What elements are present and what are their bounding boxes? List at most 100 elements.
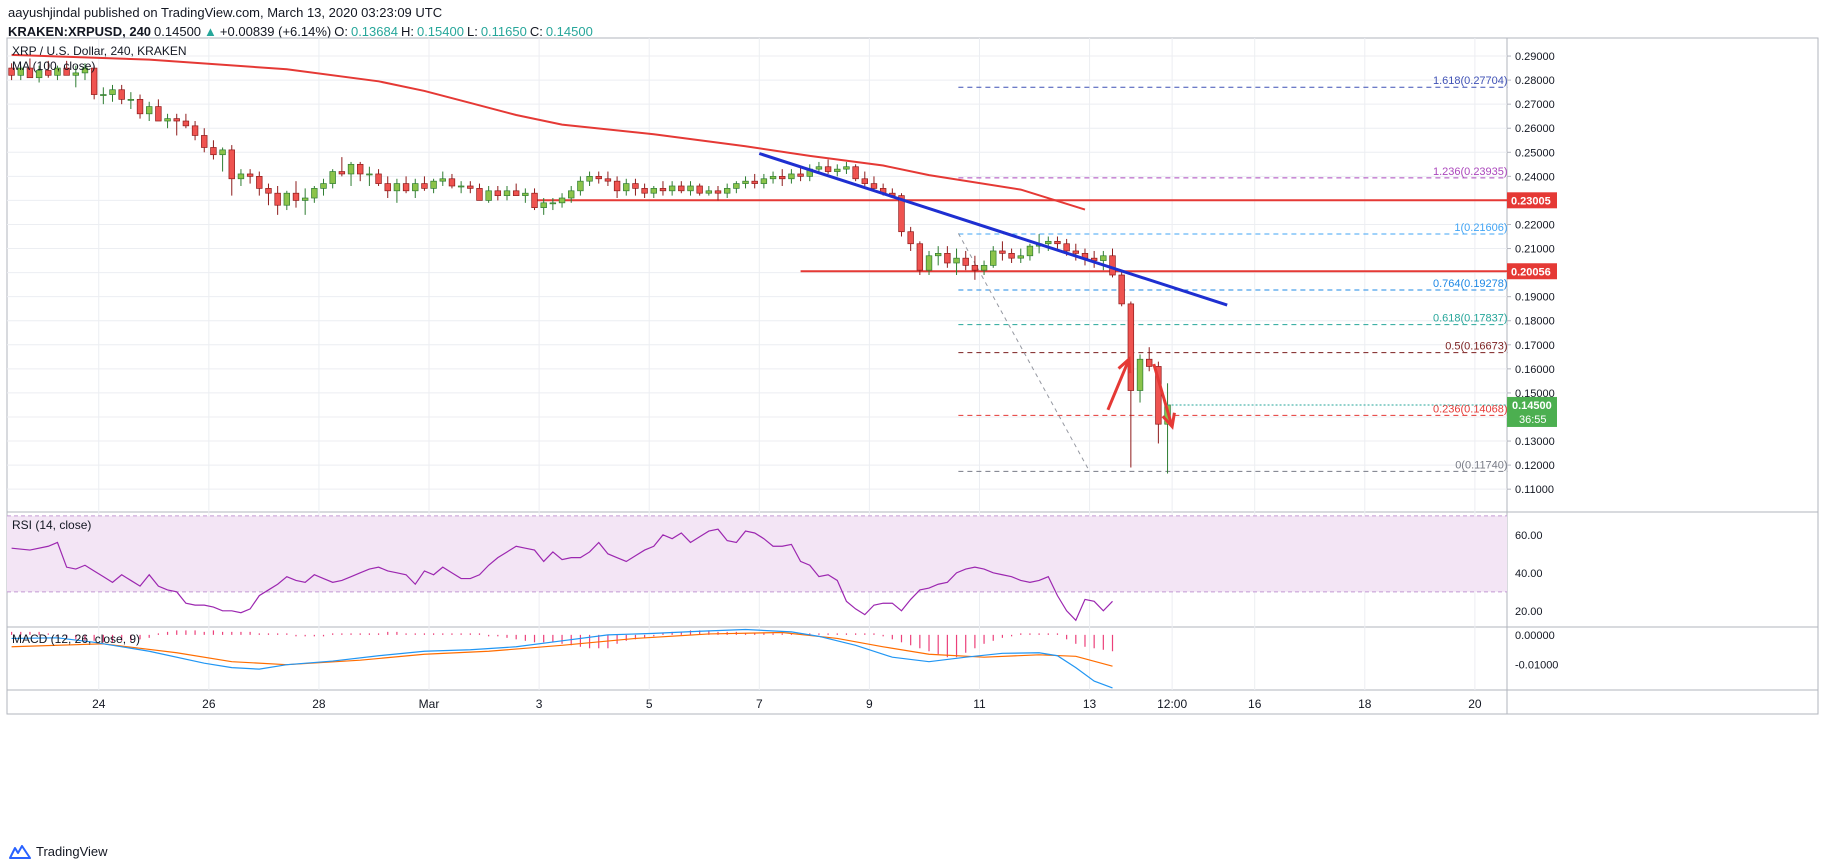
- candle-body: [742, 180, 749, 184]
- candle-body: [256, 176, 263, 189]
- candle-body: [733, 183, 740, 189]
- candle-body: [164, 118, 171, 122]
- candle-body: [980, 265, 988, 271]
- fib-level-label: 1.236(0.23935): [1433, 166, 1508, 178]
- candle-body: [265, 188, 272, 194]
- price-tick-label: 0.12000: [1515, 460, 1555, 472]
- tradingview-logo[interactable]: TradingView: [8, 844, 108, 859]
- x-tick-label: 12:00: [1157, 697, 1187, 711]
- candle-body: [90, 67, 98, 95]
- last-price-badge: [1507, 396, 1557, 427]
- fib-level-label: 0.5(0.16673): [1445, 341, 1507, 353]
- annotation-arrow: [1152, 363, 1174, 428]
- candle-body: [714, 190, 722, 194]
- candle-body: [1063, 243, 1070, 252]
- candle-body: [274, 192, 281, 206]
- candle-body: [402, 183, 410, 192]
- candle-body: [577, 180, 584, 192]
- macd-tick-label: 0.00000: [1515, 630, 1555, 642]
- candle-body: [549, 202, 557, 205]
- price-tick-label: 0.21000: [1515, 244, 1555, 256]
- candle-body: [1045, 240, 1052, 245]
- macd-tick-label: -0.01000: [1515, 660, 1558, 672]
- candle-body: [779, 176, 786, 180]
- x-tick-label: 26: [202, 697, 216, 711]
- candle-body: [136, 99, 144, 115]
- level-price-text: 0.23005: [1511, 195, 1551, 207]
- candle-body: [1100, 255, 1107, 261]
- candle-body: [824, 166, 832, 172]
- high-value: 0.15400: [416, 24, 464, 39]
- candle-body: [944, 253, 951, 264]
- candle-body: [1072, 250, 1080, 254]
- candle-body: [1109, 255, 1116, 276]
- fib-level-label: 0.618(0.17837): [1433, 313, 1508, 325]
- x-tick-label: 9: [866, 697, 873, 711]
- candle-body: [723, 188, 731, 194]
- candle-body: [283, 192, 291, 206]
- price-tick-label: 0.18000: [1515, 316, 1555, 328]
- close-label: C:: [529, 24, 543, 39]
- candle-body: [421, 183, 428, 189]
- high-label: H:: [400, 24, 414, 39]
- rsi-band: [7, 515, 1507, 592]
- level-price-badge: [1507, 263, 1557, 280]
- candle-body: [485, 190, 492, 201]
- x-tick-label: 5: [646, 697, 653, 711]
- price-tick-label: 0.17000: [1515, 340, 1555, 352]
- price-tick-label: 0.26000: [1515, 123, 1555, 135]
- candle-body: [237, 173, 245, 180]
- candle-body: [568, 190, 575, 199]
- candle-body: [751, 180, 758, 184]
- footer-brand: TradingView: [36, 844, 108, 859]
- candle-body: [815, 166, 823, 170]
- candle-body: [357, 163, 364, 175]
- candle-body: [641, 188, 648, 194]
- author-name[interactable]: aayushjindal: [8, 5, 81, 20]
- candle-body: [26, 67, 34, 79]
- candle-body: [604, 178, 612, 182]
- x-tick-label: Mar: [419, 697, 440, 711]
- ma-legend-label: MA (100, close): [12, 59, 95, 73]
- candle-body: [531, 192, 538, 208]
- candle-body: [127, 99, 135, 101]
- candle-body: [1008, 253, 1015, 259]
- candle-body: [81, 67, 89, 74]
- candle-body: [934, 253, 942, 257]
- candle-body: [384, 183, 391, 192]
- candle-body: [962, 257, 969, 266]
- candle-body: [971, 265, 979, 271]
- x-tick-label: 7: [756, 697, 763, 711]
- x-tick-label: 20: [1468, 697, 1482, 711]
- candle-body: [45, 70, 52, 76]
- price-tick-label: 0.13000: [1515, 436, 1555, 448]
- candle-body: [760, 178, 768, 184]
- rsi-line: [11, 528, 1113, 622]
- fib-level-label: 1(0.21606): [1454, 222, 1507, 234]
- candle-body: [412, 183, 419, 192]
- published-text: published on TradingView.com, March 13, …: [83, 5, 443, 20]
- candle-body: [512, 190, 520, 196]
- open-label: O:: [334, 24, 348, 39]
- rsi-tick-label: 40.00: [1515, 568, 1543, 580]
- x-tick-label: 18: [1358, 697, 1372, 711]
- candle-body: [668, 185, 676, 192]
- fib-level-label: 1.618(0.27704): [1433, 75, 1508, 87]
- x-tick-label: 11: [973, 697, 986, 711]
- macd-signal-line: [11, 631, 1113, 667]
- open-value: 0.13684: [350, 24, 398, 39]
- candle-body: [448, 178, 456, 187]
- candle-body: [659, 188, 667, 192]
- candle-body: [329, 171, 336, 184]
- low-label: L:: [466, 24, 478, 39]
- countdown-text: 36:55: [1519, 414, 1547, 426]
- price-tick-label: 0.29000: [1515, 51, 1555, 63]
- chart-frame: [6, 37, 1819, 715]
- candle-body: [687, 185, 694, 192]
- candle-body: [320, 183, 327, 189]
- candle-body: [1017, 255, 1024, 259]
- candle-body: [558, 197, 566, 204]
- level-price-badge: [1507, 192, 1557, 209]
- fib-level-label: 0(0.11740): [1455, 459, 1507, 471]
